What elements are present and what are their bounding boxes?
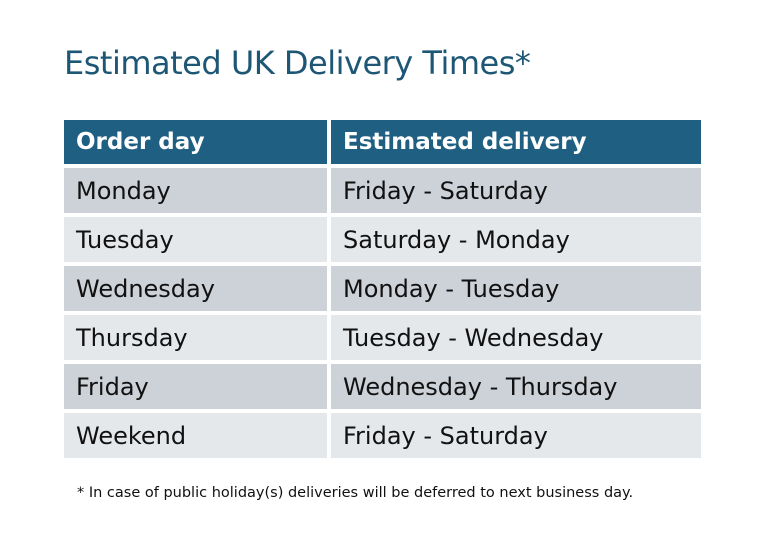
table-header: Order day Estimated delivery (64, 120, 701, 164)
order-day-cell: Thursday (64, 315, 327, 360)
delivery-cell: Friday - Saturday (331, 413, 701, 458)
table-row: Friday Wednesday - Thursday (64, 364, 701, 409)
order-day-cell: Friday (64, 364, 327, 409)
delivery-cell: Wednesday - Thursday (331, 364, 701, 409)
delivery-cell: Monday - Tuesday (331, 266, 701, 311)
delivery-table: Order day Estimated delivery Monday Frid… (64, 120, 701, 462)
table-row: Tuesday Saturday - Monday (64, 217, 701, 262)
order-day-cell: Weekend (64, 413, 327, 458)
table-row: Thursday Tuesday - Wednesday (64, 315, 701, 360)
header-estimated-delivery: Estimated delivery (331, 120, 701, 164)
delivery-cell: Saturday - Monday (331, 217, 701, 262)
page-title: Estimated UK Delivery Times* (64, 44, 531, 82)
table-row: Weekend Friday - Saturday (64, 413, 701, 458)
table-row: Monday Friday - Saturday (64, 168, 701, 213)
delivery-cell: Friday - Saturday (331, 168, 701, 213)
order-day-cell: Monday (64, 168, 327, 213)
order-day-cell: Wednesday (64, 266, 327, 311)
footnote: * In case of public holiday(s) deliverie… (77, 485, 634, 501)
table-row: Wednesday Monday - Tuesday (64, 266, 701, 311)
delivery-cell: Tuesday - Wednesday (331, 315, 701, 360)
order-day-cell: Tuesday (64, 217, 327, 262)
header-order-day: Order day (64, 120, 327, 164)
